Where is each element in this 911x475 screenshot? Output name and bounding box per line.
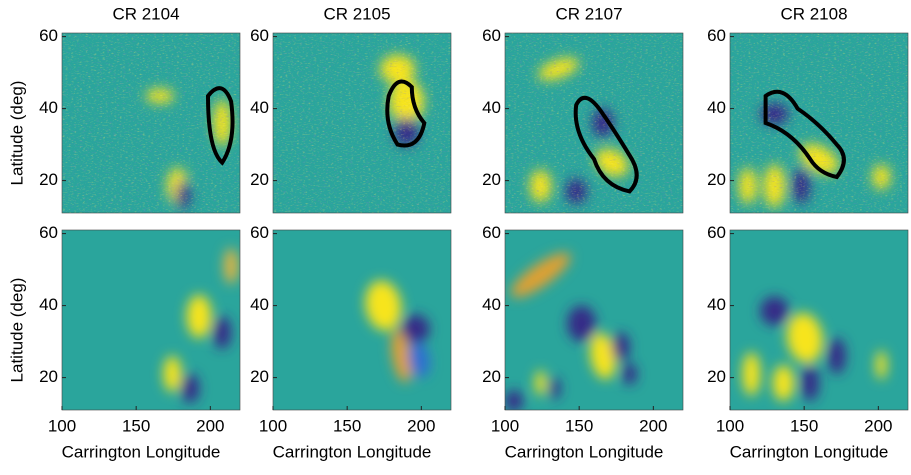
blob [407,341,430,378]
y-tick-label: 40 [482,295,501,314]
blob-group [163,248,239,403]
panel [273,230,451,410]
panel [730,33,908,213]
blob [223,248,239,284]
panel-frame [504,32,684,214]
y-tick-label: 40 [250,295,269,314]
y-tick-label: 20 [250,170,269,189]
texture [273,33,451,213]
y-tick-label: 20 [482,367,501,386]
panel [505,230,683,410]
panel-bg [62,230,240,410]
texture [505,33,683,213]
x-tick-label: 200 [639,416,667,435]
y-tick-label: 40 [39,98,58,117]
blob [786,312,823,364]
texture [62,33,240,213]
x-tick-label: 200 [196,416,224,435]
blob [365,280,402,331]
x-axis-label: Carrington Longitude [505,442,664,461]
y-tick-label: 60 [250,223,269,242]
panel-frame [729,32,909,214]
panel-title: CR 2108 [780,4,847,23]
blob [801,365,819,401]
panel-frame [504,229,684,411]
x-tick-label: 100 [716,416,744,435]
y-tick-label: 60 [482,223,501,242]
panel-frame [61,229,241,411]
y-axis-label: Latitude (deg) [7,278,26,383]
blob [567,305,596,342]
x-tick-label: 200 [864,416,892,435]
blob-group [365,280,430,383]
x-axis-label: Carrington Longitude [730,442,889,461]
y-tick-label: 40 [250,98,269,117]
y-tick-label: 60 [482,26,501,45]
x-axis-label: Carrington Longitude [273,442,432,461]
y-tick-label: 60 [707,223,726,242]
panel-title: CR 2104 [112,4,179,23]
blob [622,363,637,385]
y-tick-label: 60 [39,223,58,242]
y-tick-label: 40 [707,295,726,314]
x-tick-label: 100 [259,416,287,435]
blob [181,374,200,403]
panel-title: CR 2105 [323,4,390,23]
x-axis-label: Carrington Longitude [62,442,221,461]
y-tick-label: 40 [707,98,726,117]
blob [827,338,846,374]
blob [391,329,412,383]
y-tick-label: 60 [707,26,726,45]
blob-group [742,296,887,401]
y-tick-label: 60 [250,26,269,45]
contour [573,95,639,194]
blob [535,370,546,396]
contour [385,79,427,148]
blob [401,314,430,344]
panel-frame [272,229,452,411]
y-tick-label: 20 [482,170,501,189]
blob [611,332,630,362]
y-tick-label: 20 [707,170,726,189]
x-tick-label: 150 [565,416,593,435]
panel-frame [729,229,909,411]
panel [62,33,240,213]
x-tick-label: 100 [48,416,76,435]
panel [273,33,451,213]
panel-frame [272,32,452,214]
contour [205,86,235,166]
y-tick-label: 20 [39,170,58,189]
blob [163,356,182,392]
panel [505,33,683,213]
blob [549,377,561,400]
blob [760,296,789,326]
blob [875,350,887,380]
panel-title: CR 2107 [555,4,622,23]
x-tick-label: 100 [491,416,519,435]
x-tick-label: 150 [122,416,150,435]
x-tick-label: 150 [333,416,361,435]
panel [730,230,908,410]
blob [589,332,616,380]
blob [213,316,232,349]
blob [510,252,571,298]
y-tick-label: 40 [482,98,501,117]
blob [505,390,523,410]
y-tick-label: 60 [39,26,58,45]
x-tick-label: 150 [790,416,818,435]
panel-frame [61,32,241,214]
x-tick-label: 200 [407,416,435,435]
y-tick-label: 20 [707,367,726,386]
y-tick-label: 20 [250,367,269,386]
blob-group [505,252,637,410]
y-tick-label: 40 [39,295,58,314]
contour [763,89,846,180]
y-axis-label: Latitude (deg) [7,81,26,186]
blob [772,365,795,401]
y-tick-label: 20 [39,367,58,386]
panel [62,230,240,410]
blob [186,294,212,338]
blob [742,352,761,396]
